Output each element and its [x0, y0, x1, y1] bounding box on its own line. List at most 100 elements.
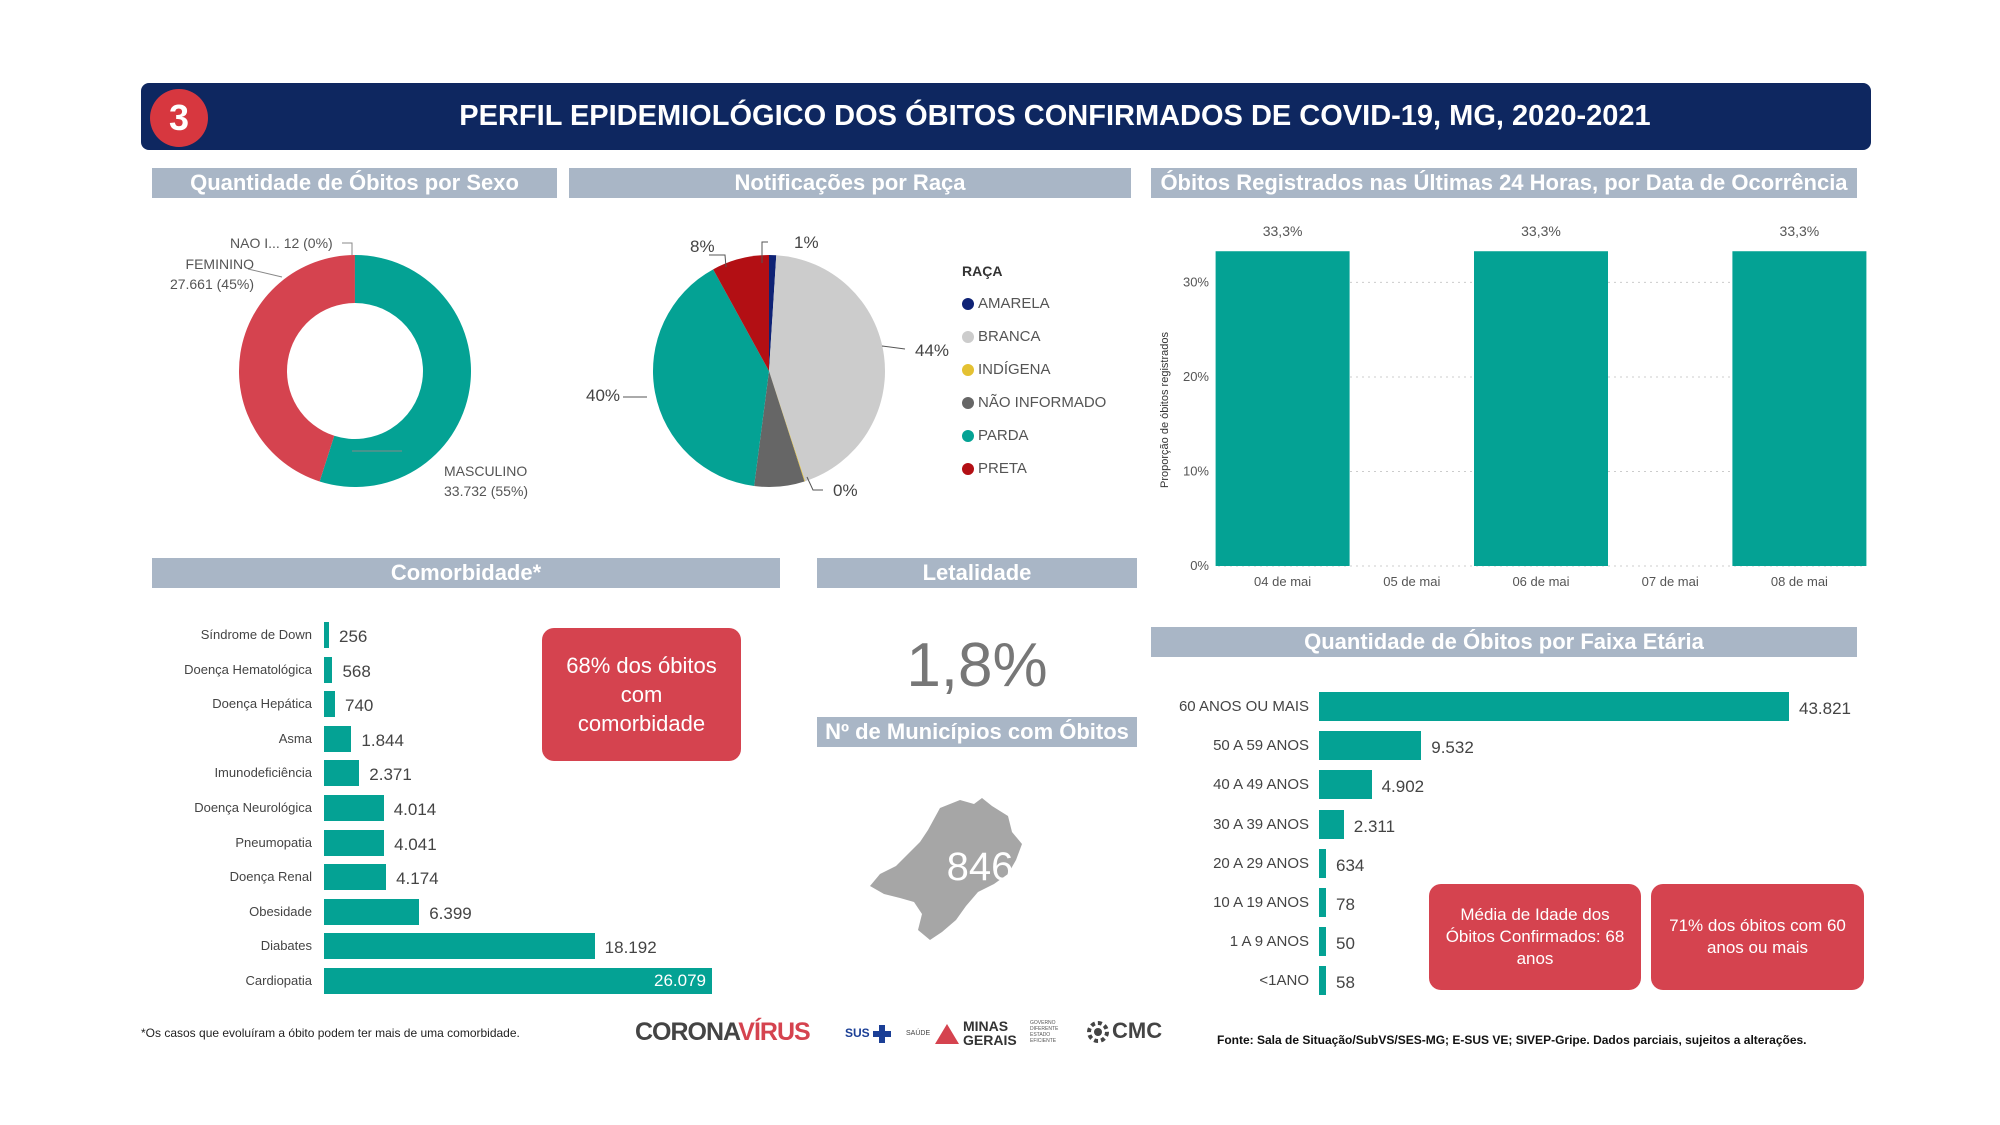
bar-data-label: 33,3% [1780, 223, 1820, 239]
raca-slice-branca [769, 255, 885, 482]
raca-slice-nao-informado [754, 371, 805, 488]
x-tick-label: 06 de mai [1512, 574, 1569, 589]
bar-data-label: 634 [1336, 855, 1365, 875]
section-title-faixa: Quantidade de Óbitos por Faixa Etária [1151, 627, 1857, 657]
y-tick-label: 20% [1183, 369, 1209, 384]
x-tick-label: 05 de mai [1383, 574, 1440, 589]
legend-label: PRETA [978, 460, 1027, 477]
ultimas24-bar-chart: 0% 10% 20% 30% 33,3% 04 de mai 05 de mai 33,3%… [1159, 223, 1867, 589]
category-label: Asma [278, 730, 312, 746]
masculino-label: MASCULINO 33.732 (55%) [444, 461, 528, 501]
raca-slice-parda [653, 269, 769, 487]
naoinf-leader-line [342, 242, 353, 255]
bar-data-label: 33,3% [1521, 223, 1561, 239]
sexo-donut-chart [238, 242, 471, 487]
bar [1319, 848, 1326, 878]
raca-pie-chart [623, 241, 906, 491]
minas-triangle-icon [935, 1024, 959, 1044]
corona-virus-logo: CORONAVÍRUS [635, 1018, 811, 1047]
bar-08-de-mai [1732, 251, 1867, 566]
section-title-sexo: Quantidade de Óbitos por Sexo [152, 168, 557, 198]
amarela-leader-line [761, 241, 768, 263]
x-tick-label: 08 de mai [1771, 574, 1828, 589]
bar [1319, 966, 1326, 996]
y-tick-label: 10% [1183, 463, 1209, 478]
bar [324, 725, 352, 752]
legend-label: INDÍGENA [978, 361, 1051, 378]
category-label: 60 ANOS OU MAIS [1178, 698, 1309, 715]
bar [1319, 888, 1326, 917]
minas-gerais-map-icon [870, 798, 1022, 940]
bar-data-label: 26.079 [654, 971, 706, 990]
feminino-leader-line [247, 268, 283, 278]
legend-item-amarela: AMARELA [962, 287, 1152, 320]
bar-data-label: 9.532 [1431, 738, 1474, 758]
bar [1319, 692, 1789, 721]
raca-slice-preta [713, 255, 769, 371]
idosos-highlight-box: 71% dos óbitos com 60 anos ou mais [1651, 884, 1864, 990]
governo-logo-text: GOVERNO DIFERENTE ESTADO EFICIENTE [1030, 1020, 1059, 1044]
category-label: 10 A 19 ANOS [1213, 894, 1309, 911]
y-tick-label: 0% [1190, 558, 1209, 573]
category-label: Cardiopatia [245, 973, 313, 988]
comorbidade-highlight-box: 68% dos óbitos com comorbidade [542, 628, 741, 761]
bar-data-label: 18.192 [604, 938, 657, 958]
bar [324, 968, 712, 994]
feminino-value: 27.661 (45%) [169, 276, 254, 292]
preta-leader-line [709, 254, 727, 268]
category-label: 1 A 9 ANOS [1229, 933, 1309, 951]
legend-title: RAÇA [962, 263, 1003, 279]
source-note: Fonte: Sala de Situação/SubVS/SES-MG; E-… [1217, 1033, 1807, 1047]
category-label: Doença Renal [229, 869, 312, 885]
legend-item-indigena: INDÍGENA [962, 353, 1152, 386]
bar-row-doenca-neurologica: Doença Neurológica 4.014 [152, 795, 722, 821]
section-title-ultimas24: Óbitos Registrados nas Últimas 24 Horas,… [1151, 168, 1857, 198]
bar-data-label: 2.311 [1353, 816, 1396, 836]
logo-minas-text: MINAS [963, 1018, 1009, 1034]
naoinf-raca-data-label: 0% [833, 481, 858, 500]
bar [324, 622, 329, 648]
naoinf-label: NAO I... 12 (0%) [230, 235, 333, 251]
bar-row-40-a-49-anos: 40 A 49 ANOS 4.902 [1151, 770, 1871, 800]
bar-row-asma: Asma 1.844 [152, 725, 722, 752]
bar-06-de-mai [1474, 251, 1608, 566]
legend-swatch [962, 462, 974, 475]
legend-label: BRANCA [978, 328, 1041, 345]
branca-leader-line [881, 345, 906, 350]
category-label: Pneumopatia [235, 834, 312, 850]
masculino-name: MASCULINO [444, 463, 528, 479]
cmc-logo-text: CMC [1112, 1018, 1163, 1043]
logo-virus-text: VÍRUS [738, 1018, 810, 1046]
legend-item-preta: PRETA [962, 452, 1152, 485]
x-tick-label: 07 de mai [1642, 574, 1699, 589]
saude-logo-text: SAÚDE [906, 1030, 931, 1037]
sus-logo: SUS [845, 1025, 892, 1043]
y-tick-label: 30% [1183, 274, 1209, 289]
bar-data-label: 4.174 [396, 869, 439, 889]
bar [324, 898, 420, 925]
bar [324, 933, 595, 960]
category-label: Imunodeficiência [214, 765, 312, 781]
preta-data-label: 8% [690, 237, 715, 256]
category-label: Síndrome de Down [200, 627, 312, 642]
bar-data-label: 78 [1336, 895, 1355, 914]
raca-slice-indigena [769, 371, 806, 482]
bar-row-20-a-29-anos: 20 A 29 ANOS 634 [1151, 848, 1871, 878]
bar-row-30-a-39-anos: 30 A 39 ANOS 2.311 [1151, 809, 1871, 839]
legend-label: PARDA [978, 427, 1029, 444]
footnote: *Os casos que evoluíram a óbito podem te… [141, 1026, 520, 1040]
category-label: 40 A 49 ANOS [1213, 776, 1309, 794]
bar-row-doenca-renal: Doença Renal 4.174 [152, 864, 722, 891]
category-label: Doença Hepática [212, 696, 312, 712]
bar-row-10-a-19-anos: 10 A 19 ANOS 78 [1151, 888, 1871, 917]
legend-swatch [962, 297, 974, 310]
bar-data-label: 2.371 [369, 765, 412, 785]
bar [1319, 731, 1422, 761]
category-label: <1ANO [1259, 972, 1309, 990]
category-label: 50 A 59 ANOS [1213, 737, 1309, 755]
logo-gerais-text: GERAIS [963, 1032, 1017, 1048]
bar-data-label: 1.844 [361, 730, 404, 750]
bar-row-doenca-hematologica: Doença Hematológica 568 [152, 656, 722, 683]
category-label: Diabates [260, 938, 312, 954]
bar [1319, 809, 1344, 839]
